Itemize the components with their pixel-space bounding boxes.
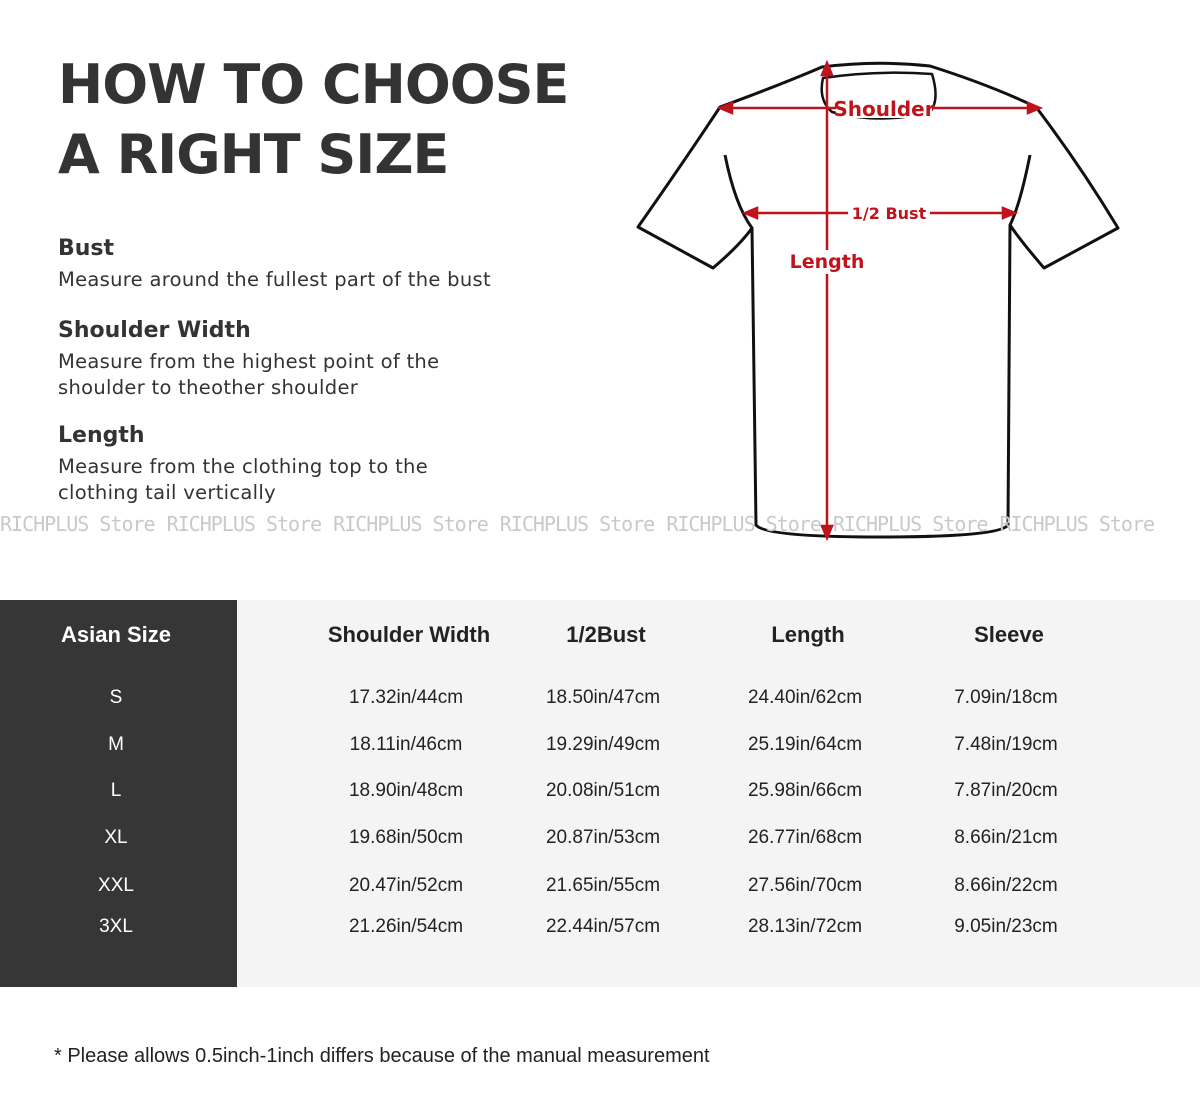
table-cell: 20.08in/51cm [545, 780, 661, 801]
watermark-text: RICHPLUS Store [999, 512, 1155, 536]
watermark-text: RICHPLUS Store [333, 512, 489, 536]
table-cell: 20.47in/52cm [348, 875, 464, 896]
table-cell: 7.09in/18cm [954, 687, 1058, 708]
table-cell: 28.13in/72cm [747, 916, 863, 937]
table-cell: 24.40in/62cm [747, 687, 863, 708]
size-label: XL [104, 827, 128, 848]
footnote: * Please allows 0.5inch-1inch differs be… [54, 1045, 710, 1067]
shoulder-section: Shoulder Width Measure from the highest … [58, 318, 439, 401]
table-cell: 21.26in/54cm [348, 916, 464, 937]
table-cell: 18.50in/47cm [545, 687, 661, 708]
size-label: L [110, 780, 122, 801]
page-title: HOW TO CHOOSE A RIGHT SIZE [58, 50, 569, 190]
table-cell: 22.44in/57cm [545, 916, 661, 937]
size-label: XXL [98, 875, 134, 896]
bust-section: Bust Measure around the fullest part of … [58, 236, 491, 293]
shoulder-label: Shoulder [833, 97, 934, 121]
table-cell: 20.87in/53cm [545, 827, 661, 848]
tshirt-outline [636, 61, 1120, 539]
column-header: Sleeve [974, 622, 1044, 647]
shoulder-text-2: shoulder to theother shoulder [58, 376, 359, 399]
table-cell: 18.11in/46cm [349, 734, 463, 755]
table-cell: 17.32in/44cm [348, 687, 464, 708]
size-label: S [109, 687, 123, 708]
column-header: 1/2Bust [566, 622, 646, 647]
length-text-1: Measure from the clothing top to the [58, 455, 429, 478]
watermark-text: RICHPLUS Store [499, 512, 656, 536]
bust-heading: Bust [58, 236, 115, 261]
table-cell: 25.98in/66cm [747, 780, 863, 801]
watermark-text: RICHPLUS Store [0, 512, 156, 536]
size-label: M [108, 734, 124, 755]
column-header: Asian Size [60, 622, 172, 647]
watermark-text: RICHPLUS Store [166, 512, 323, 536]
table-cell: 7.87in/20cm [954, 780, 1058, 801]
watermark-text: RICHPLUS Store [666, 512, 822, 536]
table-cell: 19.29in/49cm [545, 734, 661, 755]
table-cell: 8.66in/22cm [954, 875, 1058, 896]
column-header: Shoulder Width [327, 622, 491, 647]
length-text-2: clothing tail vertically [58, 481, 276, 504]
table-cell: 27.56in/70cm [747, 875, 863, 896]
table-cell: 25.19in/64cm [747, 734, 863, 755]
tshirt-diagram: Shoulder 1/2 Bust Length [636, 59, 1120, 542]
shoulder-heading: Shoulder Width [58, 318, 251, 343]
bust-label: 1/2 Bust [852, 204, 927, 223]
table-cell: 7.48in/19cm [954, 734, 1058, 755]
title-line-2: A RIGHT SIZE [58, 123, 449, 186]
watermark-text: RICHPLUS Store [832, 512, 989, 536]
length-label: Length [790, 251, 865, 273]
size-table: Asian Size S M L XL XXL 3XL Shoulder Width 1/2B… [0, 600, 1200, 987]
table-cell: 9.05in/23cm [954, 916, 1058, 937]
shoulder-text-1: Measure from the highest point of the [58, 350, 440, 373]
length-section: Length Measure from the clothing top to … [58, 423, 428, 506]
table-cell: 21.65in/55cm [545, 875, 661, 896]
measure-arrows [716, 59, 1044, 542]
table-cell: 19.68in/50cm [348, 827, 464, 848]
size-column: Asian Size S M L XL XXL 3XL [0, 600, 237, 987]
length-heading: Length [58, 423, 145, 448]
table-cell: 18.90in/48cm [348, 780, 464, 801]
watermark: RICHPLUS Store RICHPLUS Store RICHPLUS Sto… [0, 512, 1166, 536]
bust-text: Measure around the fullest part of the b… [58, 268, 491, 291]
table-cell: 8.66in/21cm [954, 827, 1058, 848]
column-header: Length [771, 622, 845, 647]
title-line-1: HOW TO CHOOSE [58, 53, 569, 116]
size-label: 3XL [99, 916, 133, 937]
table-cell: 26.77in/68cm [747, 827, 863, 848]
